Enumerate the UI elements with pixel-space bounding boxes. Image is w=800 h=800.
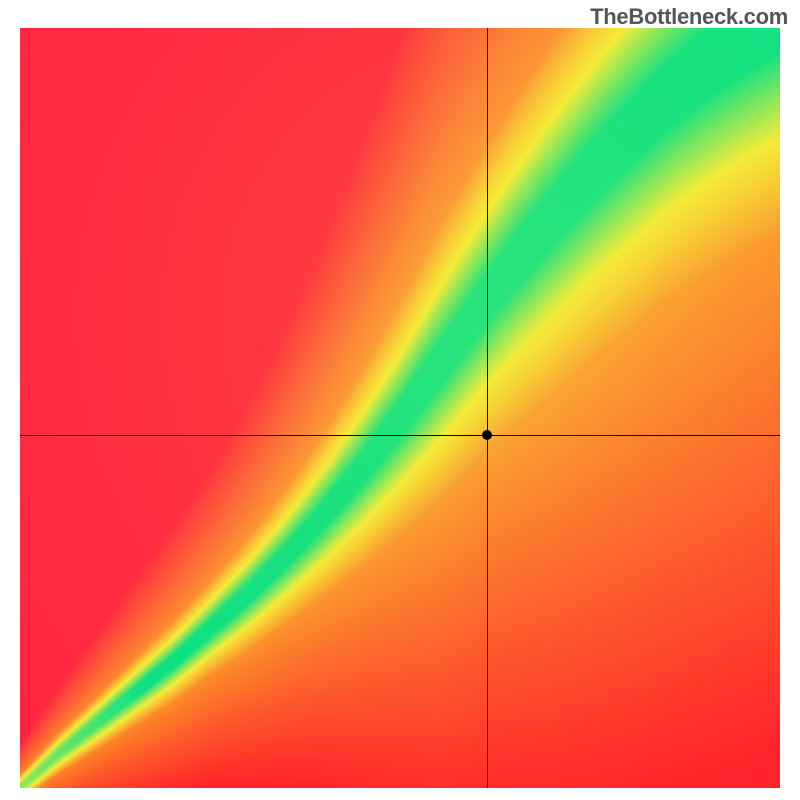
watermark-text: TheBottleneck.com	[590, 4, 788, 30]
heatmap-chart	[20, 28, 780, 788]
crosshair-vertical	[487, 28, 488, 788]
crosshair-point	[482, 430, 492, 440]
crosshair-horizontal	[20, 435, 780, 436]
heatmap-canvas	[20, 28, 780, 788]
